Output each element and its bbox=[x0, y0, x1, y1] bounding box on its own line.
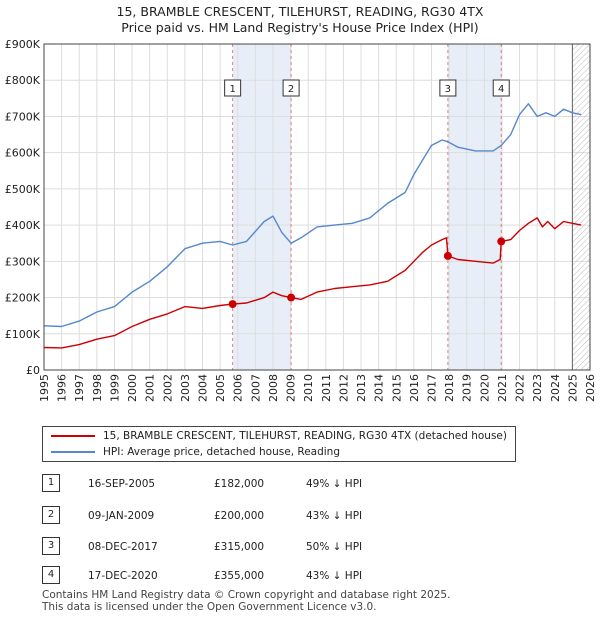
x-tick-label: 2011 bbox=[320, 374, 333, 402]
x-tick-label: 1996 bbox=[56, 374, 69, 402]
x-tick-label: 2013 bbox=[355, 374, 368, 402]
x-tick-label: 1998 bbox=[91, 374, 104, 402]
x-tick-label: 2006 bbox=[232, 374, 245, 402]
x-tick-label: 2020 bbox=[478, 374, 491, 402]
y-tick-label: £600K bbox=[5, 147, 41, 160]
transaction-date: 16-SEP-2005 bbox=[88, 478, 156, 490]
shaded-range bbox=[232, 44, 292, 370]
transaction-price: £315,000 bbox=[214, 541, 265, 553]
chart-subtitle: Price paid vs. HM Land Registry's House … bbox=[121, 20, 479, 35]
y-tick-label: £300K bbox=[5, 255, 41, 268]
x-tick-label: 2003 bbox=[179, 374, 192, 402]
x-tick-label: 2000 bbox=[126, 374, 139, 402]
x-tick-label: 2024 bbox=[549, 374, 562, 402]
transaction-badge: 4 bbox=[42, 566, 60, 584]
sale-marker-box bbox=[439, 79, 457, 97]
x-tick-label: 2023 bbox=[531, 374, 544, 402]
sale-point bbox=[497, 237, 506, 246]
x-tick-label: 1995 bbox=[38, 374, 51, 402]
x-tick-label: 2016 bbox=[408, 374, 421, 402]
sale-point bbox=[228, 300, 237, 309]
transaction-hpi-diff: 50% ↓ HPI bbox=[306, 541, 363, 553]
y-tick-label: £100K bbox=[5, 328, 41, 341]
transaction-price: £200,000 bbox=[214, 510, 265, 522]
shaded-range bbox=[447, 44, 502, 370]
x-tick-label: 2005 bbox=[214, 374, 227, 402]
x-tick-label: 2014 bbox=[373, 374, 386, 402]
footer: Contains HM Land Registry data © Crown c… bbox=[42, 589, 450, 613]
transaction-date: 09-JAN-2009 bbox=[88, 510, 155, 522]
x-tick-label: 2012 bbox=[337, 374, 350, 402]
sale-marker-label: 4 bbox=[498, 84, 504, 95]
y-tick-label: £500K bbox=[5, 183, 41, 196]
x-tick-label: 2004 bbox=[197, 374, 210, 402]
sale-point bbox=[287, 293, 296, 302]
transaction-badge: 2 bbox=[42, 506, 60, 524]
x-tick-label: 2025 bbox=[566, 374, 579, 402]
transaction-badge: 3 bbox=[42, 537, 60, 555]
y-tick-label: £800K bbox=[5, 74, 41, 87]
y-tick-label: £400K bbox=[5, 219, 41, 232]
sale-marker-box bbox=[492, 79, 510, 97]
legend-swatch-blue bbox=[51, 451, 95, 453]
transaction-date: 08-DEC-2017 bbox=[88, 541, 158, 553]
transaction-price: £182,000 bbox=[214, 478, 265, 490]
x-tick-label: 2026 bbox=[584, 374, 597, 402]
x-tick-label: 2017 bbox=[425, 374, 438, 402]
y-tick-label: £700K bbox=[5, 110, 41, 123]
price-chart: £0 £100K £200K £300K £400K £500K £600K £700K £80… bbox=[5, 38, 597, 402]
x-tick-label: 2010 bbox=[302, 374, 315, 402]
x-tick-label: 2015 bbox=[390, 374, 403, 402]
legend-label-hpi: HPI: Average price, detached house, Read… bbox=[103, 446, 340, 458]
sale-marker-box bbox=[224, 79, 242, 97]
transaction-date: 17-DEC-2020 bbox=[88, 570, 158, 582]
hpi-series-line bbox=[43, 103, 582, 328]
chart-title: 15, BRAMBLE CRESCENT, TILEHURST, READING… bbox=[116, 4, 484, 19]
x-tick-label: 2018 bbox=[443, 374, 456, 402]
y-tick-label: £0 bbox=[26, 364, 40, 377]
x-tick-label: 2007 bbox=[249, 374, 262, 402]
legend: 15, BRAMBLE CRESCENT, TILEHURST, READING… bbox=[42, 426, 516, 462]
x-tick-label: 2022 bbox=[514, 374, 527, 402]
future-hatch bbox=[572, 44, 590, 370]
x-tick-label: 1999 bbox=[108, 374, 121, 402]
footer-copyright: Contains HM Land Registry data © Crown c… bbox=[42, 589, 451, 601]
y-tick-label: £900K bbox=[5, 38, 41, 51]
sale-point bbox=[443, 251, 452, 260]
legend-label-property: 15, BRAMBLE CRESCENT, TILEHURST, READING… bbox=[103, 430, 507, 442]
x-tick-label: 2019 bbox=[461, 374, 474, 402]
plot-frame bbox=[43, 43, 591, 371]
transaction-price: £355,000 bbox=[214, 570, 265, 582]
sale-marker-label: 2 bbox=[288, 84, 294, 95]
y-tick-label: £200K bbox=[5, 292, 41, 305]
sale-marker-box bbox=[282, 79, 300, 97]
x-tick-label: 2008 bbox=[267, 374, 280, 402]
x-tick-label: 1997 bbox=[73, 374, 86, 402]
transaction-hpi-diff: 49% ↓ HPI bbox=[306, 478, 363, 490]
x-tick-label: 2001 bbox=[144, 374, 157, 402]
property-series-line bbox=[43, 217, 582, 349]
x-tick-label: 2021 bbox=[496, 374, 509, 402]
footer-licence: This data is licensed under the Open Gov… bbox=[42, 601, 377, 613]
legend-swatch-red bbox=[51, 435, 95, 437]
x-tick-label: 2009 bbox=[285, 374, 298, 402]
transaction-badge: 1 bbox=[42, 474, 60, 492]
x-tick-label: 2002 bbox=[161, 374, 174, 402]
sale-marker-label: 1 bbox=[229, 84, 235, 95]
sale-marker-label: 3 bbox=[445, 84, 451, 95]
transaction-hpi-diff: 43% ↓ HPI bbox=[306, 510, 363, 522]
transaction-hpi-diff: 43% ↓ HPI bbox=[306, 570, 363, 582]
